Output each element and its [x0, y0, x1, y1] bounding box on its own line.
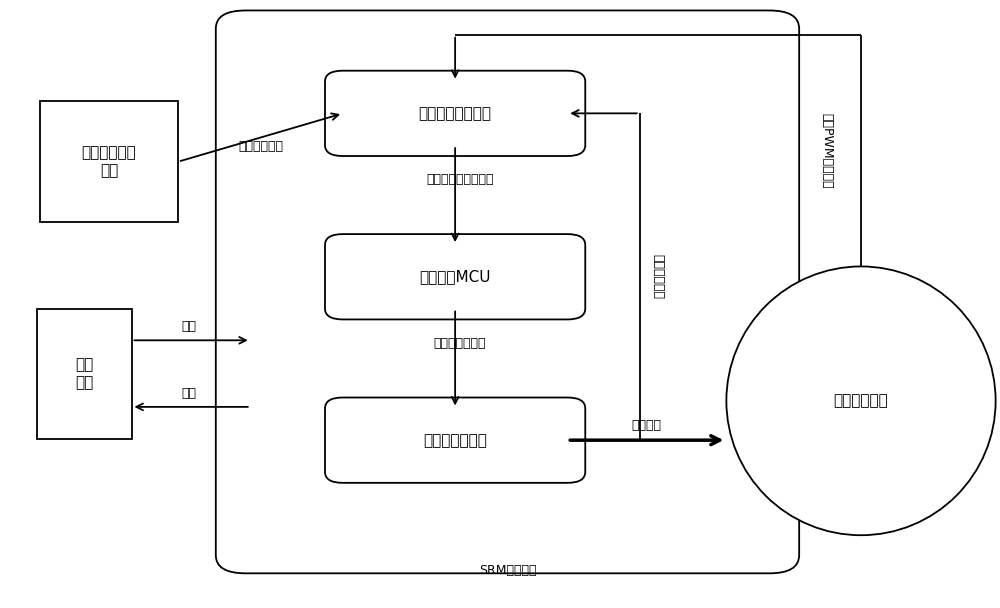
FancyBboxPatch shape — [325, 398, 585, 483]
Ellipse shape — [726, 266, 996, 535]
FancyBboxPatch shape — [325, 234, 585, 319]
Text: 输出电流: 输出电流 — [632, 418, 662, 432]
FancyBboxPatch shape — [216, 10, 799, 573]
Text: 采样电流信号: 采样电流信号 — [651, 254, 664, 299]
Text: 调节PWM频率信号: 调节PWM频率信号 — [821, 112, 834, 188]
Text: 微处理器MCU: 微处理器MCU — [419, 269, 491, 285]
Text: SRM控制系统: SRM控制系统 — [479, 564, 536, 577]
Text: 转速档位信号: 转速档位信号 — [238, 140, 283, 153]
Text: 负极: 负极 — [181, 387, 196, 400]
Text: 不对称半桥电路: 不对称半桥电路 — [423, 433, 487, 447]
Text: 电源
系统: 电源 系统 — [75, 358, 93, 390]
Text: 正极: 正极 — [181, 320, 196, 334]
FancyBboxPatch shape — [40, 102, 178, 223]
Text: 功率管驱动信号: 功率管驱动信号 — [434, 337, 486, 350]
Text: 调速把、档位
开关: 调速把、档位 开关 — [82, 145, 136, 178]
FancyBboxPatch shape — [37, 308, 132, 438]
Text: 开关磁阻电机: 开关磁阻电机 — [834, 393, 888, 409]
Text: 外部信号处理电路: 外部信号处理电路 — [419, 106, 492, 121]
FancyBboxPatch shape — [325, 71, 585, 156]
Text: 外设信号和反馈信号: 外设信号和反馈信号 — [426, 173, 494, 187]
